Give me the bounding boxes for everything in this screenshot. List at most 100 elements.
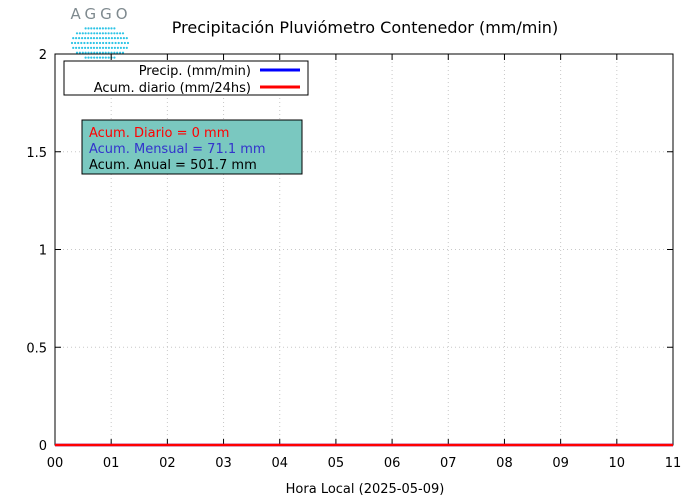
logo-dot [87,56,90,59]
logo-dot [125,46,128,50]
logo-dot [98,27,102,30]
logo-dot [119,51,122,54]
logo-dot [87,51,90,54]
logo-dot [113,37,116,40]
legend-label: Precip. (mm/min) [139,64,251,79]
logo-dot [121,32,125,35]
accumulation-line: Acum. Mensual = 71.1 mm [89,142,266,157]
logo-dot [93,32,96,35]
logo-dot [119,32,122,35]
logo-dot [84,32,87,35]
logo-dot [87,46,90,50]
logo-dot [87,32,90,35]
logo-dot [123,41,126,45]
logo-dot [113,46,116,50]
logo-dot [110,51,113,54]
y-axis: 0 0.5 1 1.5 2 [26,48,673,454]
logo-dot [90,37,93,40]
logo-dot [75,32,79,35]
logo-dot [78,37,81,40]
accumulation-box-bg [81,119,303,175]
x-tick-label: 04 [271,456,288,471]
logo-dot [98,56,102,59]
logo-dot [104,46,108,50]
logo-dot [101,32,104,35]
logo-dot [81,46,84,50]
logo-dot [107,37,110,40]
logo-dot [75,37,78,40]
x-tick-label: 09 [552,456,569,471]
logo-dot [104,56,107,59]
logo-dot [116,37,119,40]
logo-dot [96,56,99,59]
logo-dot [110,32,113,35]
logo-dot [116,46,119,50]
logo-dot [114,41,117,45]
logo-dot [70,41,74,45]
y-tick-label: 1.5 [26,146,47,161]
x-tick-label: 07 [440,456,457,471]
x-tick-label: 03 [215,456,232,471]
logo-dot [81,51,84,54]
x-tick-label: 05 [328,456,345,471]
logo-dot [96,51,99,54]
logo-dot [104,32,107,35]
logo-dot [83,41,86,45]
y-tick-label: 2 [39,48,47,63]
logo-dot [74,41,77,45]
logo-dot [104,51,107,54]
logo-dot [119,46,122,50]
logo-dot [120,41,123,45]
logo-dot [105,41,108,45]
logo-dot [90,27,93,30]
logo-dot [84,37,87,40]
logo-dot [113,56,116,59]
logo-dot [98,41,102,45]
logo-dot [117,41,120,45]
logo-dot [93,27,96,30]
logo-dot [78,46,81,50]
logo-dot [93,51,96,54]
logo-dot [92,46,96,50]
x-tick-label: 08 [496,456,513,471]
logo-dot [90,51,93,54]
logo-dot [96,27,99,30]
accumulation-line: Acum. Anual = 501.7 mm [89,158,257,173]
logo-dot [108,41,111,45]
logo-dot [107,27,110,30]
logo-dot [101,46,105,50]
x-axis-label: Hora Local (2025-05-09) [286,482,445,497]
logo-dot [125,37,128,40]
logo-dot [107,56,110,59]
logo-dot [98,51,102,54]
logo-dot [80,41,83,45]
logo-dot [104,37,108,40]
y-tick-label: 0.5 [26,341,47,356]
logo-dot [101,37,105,40]
logo-dot [78,32,81,35]
logo-dot [113,32,116,35]
logo-dot [116,32,119,35]
logo-dot [81,32,84,35]
logo-dot [101,27,104,30]
logo-dot [121,51,125,54]
logo-dot [102,41,105,45]
logo-dot [92,41,95,45]
logo-dot [78,51,81,54]
logo-dot [84,27,87,30]
logo-dot [122,46,125,50]
logo-globe-icon [70,27,130,59]
logo-text: AGGO [70,5,131,23]
logo-dot [96,32,99,35]
logo-dot [126,41,130,45]
legend-label: Acum. diario (mm/24hs) [94,81,251,96]
logo-dot [89,41,92,45]
logo-dot [87,27,90,30]
y-tick-label: 1 [39,244,47,259]
aggo-logo: AGGO [70,5,131,59]
logo-dot [107,51,110,54]
logo-dot [110,37,113,40]
logo-dot [84,56,87,59]
logo-dot [107,32,110,35]
